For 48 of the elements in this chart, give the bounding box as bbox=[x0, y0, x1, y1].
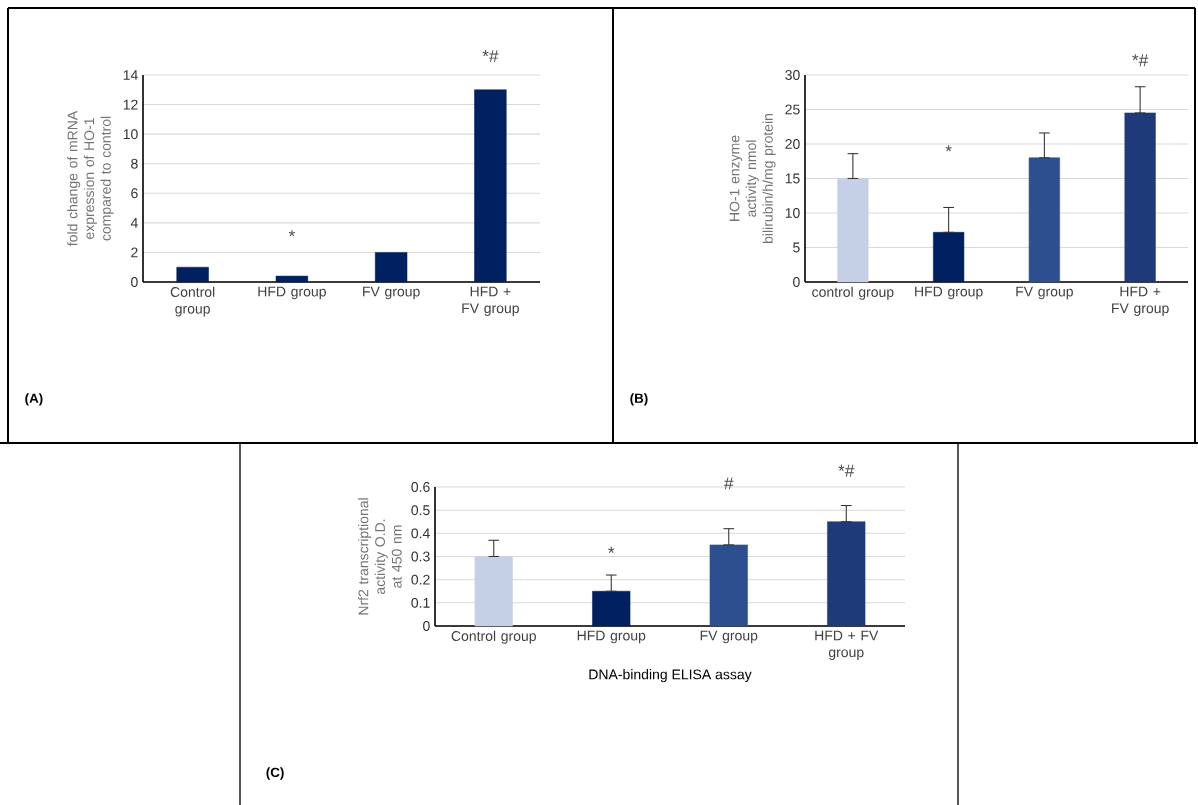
y-tick-label: 5 bbox=[793, 242, 800, 253]
y-tick-label: 30 bbox=[785, 70, 800, 80]
y-tick-label: 0.2 bbox=[411, 574, 430, 585]
y-tick-label: 0 bbox=[793, 277, 800, 287]
y-tick-label: 14 bbox=[123, 70, 138, 80]
x-tick-label: control group bbox=[812, 286, 894, 300]
x-axis-title: DNA-binding ELISA assay bbox=[589, 669, 752, 683]
y-tick-label: 15 bbox=[785, 173, 800, 184]
x-tick-label: HFD + FV group bbox=[462, 286, 519, 316]
y-tick-label: 10 bbox=[123, 129, 138, 140]
text: (C) bbox=[266, 767, 284, 780]
y-axis-title: HO-1 enzyme activity nmol bilirubin/h/mg protein bbox=[729, 114, 776, 243]
x-tick-label: HFD + FV group bbox=[1112, 286, 1169, 316]
x-tick-label: HFD + FV group bbox=[815, 630, 879, 660]
y-tick-label: 0 bbox=[131, 277, 138, 287]
x-tick-label: Control group bbox=[170, 286, 215, 317]
annotation: * bbox=[288, 230, 295, 237]
x-tick-label: FV group bbox=[1016, 286, 1073, 300]
y-tick-label: 0.6 bbox=[411, 482, 430, 492]
y-tick-label: 0.4 bbox=[411, 528, 430, 539]
x-tick-label: Control group bbox=[451, 630, 536, 644]
text: *# bbox=[1132, 54, 1149, 67]
y-tick-label: 2 bbox=[131, 247, 138, 258]
y-axis-title: Nrf2 transcriptional activity O.D. at 450 nm bbox=[358, 498, 402, 615]
text: (B) bbox=[630, 393, 648, 406]
y-tick-label: 0.1 bbox=[411, 597, 430, 608]
annotation: * bbox=[945, 145, 952, 152]
x-tick-label: FV group bbox=[363, 286, 420, 300]
x-tick-label: FV group bbox=[700, 630, 758, 644]
y-tick-label: 8 bbox=[131, 158, 138, 169]
y-axis-title: fold change of mRNA expression of HO-1 compared to control bbox=[67, 110, 114, 246]
y-tick-label: 0.5 bbox=[411, 505, 430, 516]
y-tick-label: 0 bbox=[423, 621, 430, 631]
y-tick-label: 0.3 bbox=[411, 551, 430, 562]
text: *# bbox=[838, 464, 855, 477]
y-tick-label: 10 bbox=[785, 208, 800, 218]
y-tick-label: 20 bbox=[785, 139, 800, 149]
annotation: * bbox=[608, 546, 615, 553]
x-tick-label: HFD group bbox=[577, 630, 646, 644]
y-tick-label: 6 bbox=[131, 188, 138, 199]
text: (A) bbox=[25, 393, 43, 406]
annotation: # bbox=[724, 477, 734, 490]
y-tick-label: 12 bbox=[123, 99, 138, 110]
x-tick-label: HFD group bbox=[258, 286, 326, 300]
x-tick-label: HFD group bbox=[915, 286, 983, 300]
y-tick-label: 25 bbox=[785, 104, 800, 115]
y-tick-label: 4 bbox=[130, 218, 138, 228]
text: *# bbox=[482, 50, 499, 62]
